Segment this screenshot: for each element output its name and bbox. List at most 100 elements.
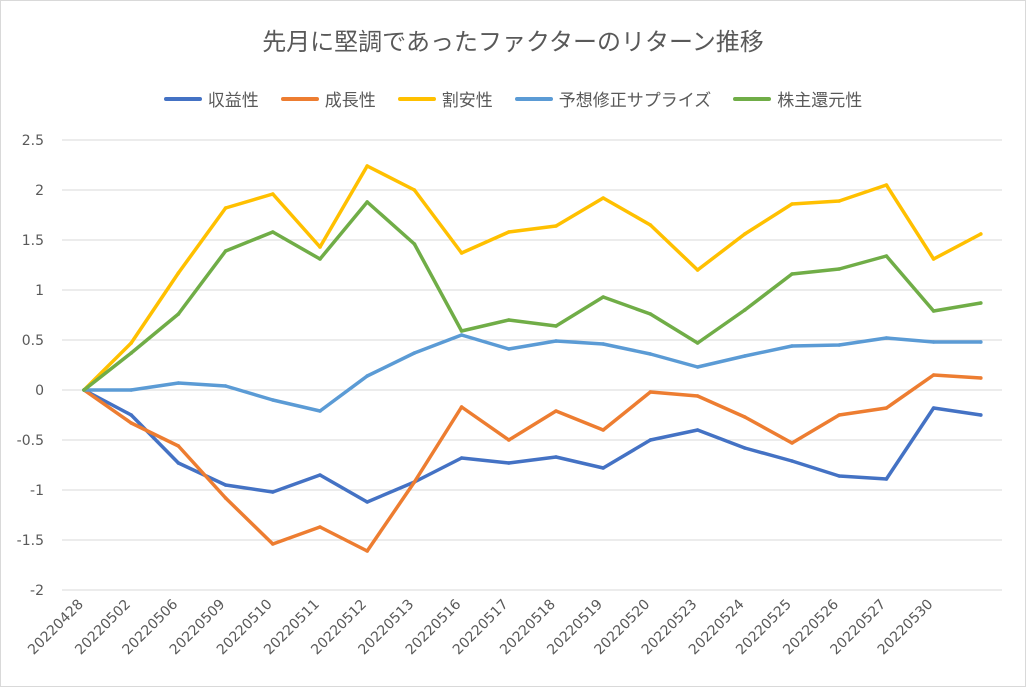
legend-item: 株主還元性 (733, 86, 862, 111)
data-point (365, 500, 370, 504)
data-point (507, 318, 511, 322)
data-point (601, 342, 605, 346)
legend-item: 収益性 (163, 86, 259, 111)
data-point (271, 192, 275, 196)
data-point (601, 466, 605, 470)
legend-swatch (397, 96, 436, 101)
data-point (790, 441, 794, 445)
legend-label: 予想修正サプライズ (558, 91, 712, 111)
data-point (979, 413, 983, 417)
data-point (979, 301, 983, 305)
data-point (743, 232, 747, 236)
legend-item: 予想修正サプライズ (514, 86, 712, 111)
data-point (790, 202, 794, 206)
data-point (790, 272, 794, 276)
data-point (695, 341, 700, 345)
chart-legend: 収益性 成長性 割安性 予想修正サプライズ 株主還元性 (0, 86, 1026, 111)
data-point (837, 267, 841, 271)
data-point (884, 254, 889, 258)
data-point (129, 413, 133, 417)
y-tick-label: -1.5 (17, 533, 44, 549)
data-point (790, 344, 794, 348)
series-line (82, 373, 983, 553)
data-point (601, 428, 605, 432)
legend-swatch (733, 96, 772, 101)
data-point (554, 339, 558, 343)
data-point (743, 446, 747, 450)
data-point (648, 438, 653, 442)
data-point (554, 409, 558, 413)
data-point (931, 340, 936, 344)
data-point (507, 438, 511, 442)
data-point (648, 390, 653, 394)
data-point (507, 347, 511, 351)
data-point (82, 388, 86, 392)
data-point (318, 245, 322, 249)
data-point (176, 271, 181, 275)
y-tick-label: 2 (35, 183, 44, 199)
data-point (318, 257, 322, 261)
data-point (318, 525, 322, 529)
data-point (223, 206, 228, 210)
data-point (743, 308, 747, 312)
series-line (82, 200, 983, 392)
data-point (884, 336, 889, 340)
data-point (365, 549, 370, 553)
data-point (695, 428, 700, 432)
y-tick-label: 0.5 (22, 333, 44, 349)
data-point (129, 421, 133, 425)
legend-label: 収益性 (207, 91, 259, 111)
data-point (459, 456, 464, 460)
data-point (318, 473, 322, 477)
data-point (271, 230, 275, 234)
legend-swatch (280, 96, 319, 101)
data-point (554, 224, 558, 228)
data-point (554, 324, 558, 328)
data-point (979, 340, 983, 344)
data-point (412, 188, 417, 192)
legend-label: 割安性 (441, 91, 493, 111)
data-point (601, 295, 605, 299)
y-tick-label: -0.5 (17, 433, 44, 449)
legend-label: 成長性 (324, 91, 376, 111)
data-point (365, 374, 370, 378)
data-point (743, 354, 747, 358)
data-point (931, 309, 936, 313)
data-point (318, 409, 322, 413)
data-point (790, 459, 794, 463)
data-point (648, 223, 653, 227)
data-point (743, 415, 747, 419)
y-tick-label: 0 (35, 383, 44, 399)
data-point (365, 164, 370, 168)
data-point (979, 376, 983, 380)
data-point (223, 496, 228, 500)
legend-item: 割安性 (397, 86, 493, 111)
data-point (459, 333, 464, 337)
data-point (129, 341, 133, 345)
data-point (931, 257, 936, 261)
data-point (176, 461, 181, 465)
data-point (648, 312, 653, 316)
data-point (884, 406, 889, 410)
data-point (507, 461, 511, 465)
data-point (176, 444, 181, 448)
data-point (412, 242, 417, 246)
data-point (271, 542, 275, 546)
data-point (176, 312, 181, 316)
data-point (837, 199, 841, 203)
data-point (412, 351, 417, 355)
y-tick-label: 2.5 (22, 133, 44, 149)
data-point (271, 398, 275, 402)
data-point (837, 343, 841, 347)
legend-swatch (163, 96, 202, 101)
legend-swatch (514, 96, 553, 101)
data-point (695, 365, 700, 369)
legend-label: 株主還元性 (777, 91, 863, 111)
data-point (271, 490, 275, 494)
data-point (176, 381, 181, 385)
data-point (695, 268, 700, 272)
series-line (82, 164, 983, 392)
data-point (931, 373, 936, 377)
data-point (554, 455, 558, 459)
data-point (223, 483, 228, 487)
